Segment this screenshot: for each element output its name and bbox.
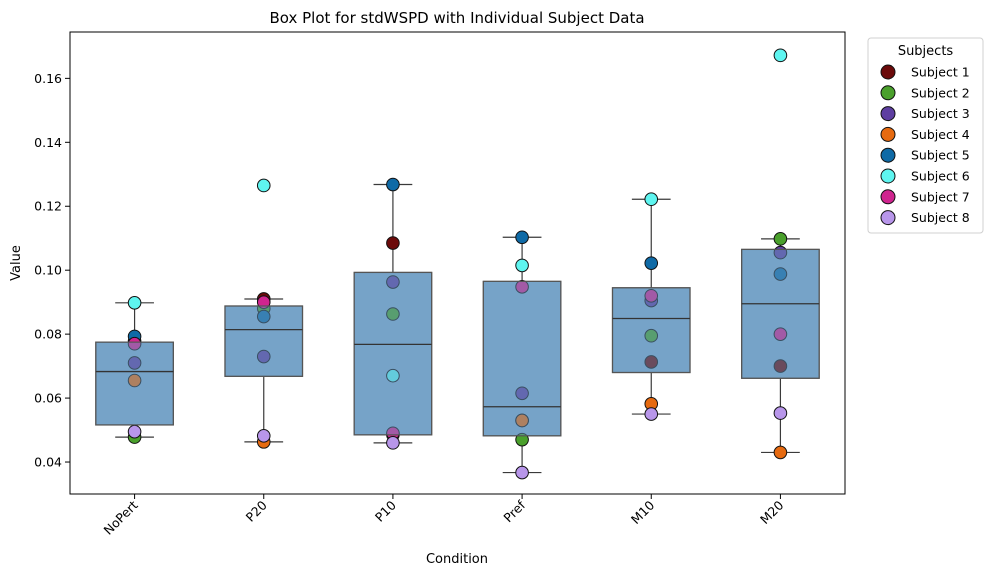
data-point [644,355,659,369]
data-point [644,192,659,207]
box-iqr [482,280,562,437]
series-subject-4 [127,373,788,460]
data-point [644,328,659,343]
legend-label: Subject 8 [911,210,970,225]
legend-label: Subject 1 [911,65,970,80]
data-point [386,275,400,289]
data-point [773,232,788,246]
x-tick-label: P10 [372,497,399,524]
data-point [773,48,788,63]
data-point [515,465,529,480]
series-subject-8 [127,406,788,480]
legend-marker [880,189,896,205]
data-point [515,386,529,401]
data-point [644,407,659,421]
legend: Subjects Subject 1 Subject 2 Subject 3 Subje… [867,37,984,234]
data-point [386,177,400,192]
legend-marker [880,210,896,226]
data-point [515,413,529,428]
data-point [515,230,529,245]
data-point [773,327,788,341]
data-point [256,429,271,443]
x-axis-label: Condition [426,552,488,567]
data-point [127,336,142,351]
data-point [256,178,271,193]
data-point [515,258,529,273]
x-tick-label: M10 [628,497,658,527]
data-point [644,288,659,303]
x-tick-label: P20 [243,497,270,524]
legend-frame [867,37,984,234]
box-overlay [741,248,820,379]
data-point [386,236,400,250]
series-subject-6 [127,48,788,383]
legend-marker [880,85,896,101]
data-point [773,406,788,420]
box-overlay [353,271,433,436]
legend-label: Subject 5 [911,148,970,163]
data-point [386,368,400,383]
plot-area [95,48,820,480]
legend-marker [880,168,896,184]
x-tick-label: Pref [500,497,528,525]
data-point [386,436,400,450]
y-tick-label: 0.08 [34,327,62,342]
legend-label: Subject 7 [911,189,970,204]
box-pref [482,236,562,474]
y-tick-label: 0.14 [34,135,62,150]
chart-title: Box Plot for stdWSPD with Individual Sub… [269,9,644,27]
data-point [515,280,529,294]
legend-title: Subjects [898,44,954,59]
data-point [256,349,271,364]
y-tick-label: 0.12 [34,199,62,214]
data-point [773,267,788,281]
legend-label: Subject 2 [911,85,970,100]
data-point [773,359,788,373]
legend-marker [880,106,896,122]
y-tick-label: 0.10 [34,263,62,278]
plot-frame [69,31,846,495]
data-point [256,309,271,324]
y-tick-label: 0.16 [34,71,62,86]
y-axis-label: Value [9,245,24,281]
data-point [127,373,142,388]
data-point [386,307,400,321]
data-point [515,432,529,447]
box-overlay [224,305,304,377]
axes: 0.04 0.06 0.08 0.10 0.12 0.14 0.16 NoPert P20 P10… [34,31,846,538]
legend-label: Subject 3 [911,106,970,121]
legend-label: Subject 4 [911,127,970,142]
data-point [127,424,142,439]
legend-label: Subject 6 [911,169,970,184]
x-tick-label: M20 [757,497,787,527]
data-point [256,295,271,309]
data-point [127,356,142,370]
series-subject-7 [127,280,788,441]
data-point [644,256,659,270]
y-tick-label: 0.04 [34,455,62,470]
series-subject-5 [127,177,788,344]
y-tick-label: 0.06 [34,391,62,406]
data-point [127,296,142,310]
legend-marker [880,147,896,163]
box-overlay [95,341,174,426]
legend-marker [880,126,896,142]
x-tick-label: NoPert [101,497,141,537]
box-overlay [482,280,562,437]
box-overlay [611,287,691,374]
data-point [773,445,788,460]
legend-marker [880,64,896,80]
